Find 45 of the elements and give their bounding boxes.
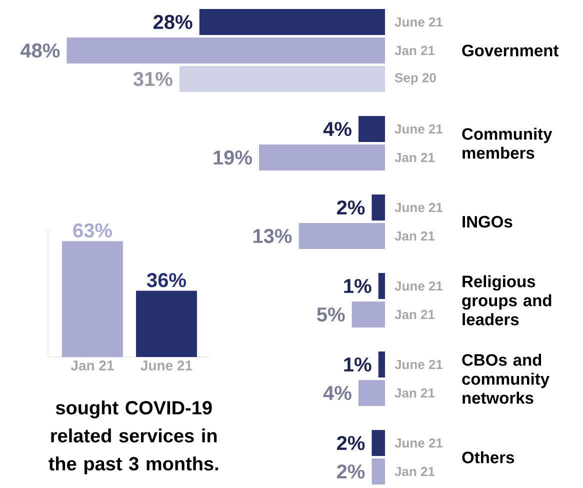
- bar: [179, 66, 385, 92]
- y-tick-label: Government: [462, 44, 559, 56]
- data-label: 2%: [336, 464, 365, 479]
- data-label: 63%: [73, 223, 112, 238]
- text: Jan 21: [394, 310, 435, 320]
- bar: [352, 302, 385, 328]
- bar: [372, 194, 385, 221]
- bar: [259, 144, 385, 171]
- y-tick-label: Religious groups and leaders: [462, 275, 552, 326]
- text: June 21: [394, 202, 443, 212]
- data-label: 2%: [336, 200, 365, 215]
- data-label: 1%: [344, 278, 372, 294]
- data-label: 4%: [323, 122, 352, 136]
- data-label: 19%: [214, 150, 252, 165]
- series-label: Sep 20: [394, 73, 436, 85]
- bar: [358, 380, 385, 406]
- series-label: Jan 21: [394, 46, 435, 56]
- data-label: 1%: [344, 357, 372, 372]
- series-label: June 21: [394, 17, 443, 27]
- text: Jan 21: [394, 466, 435, 476]
- text: June 21: [394, 281, 443, 291]
- bar: [378, 352, 385, 378]
- text: Jan 21: [394, 388, 435, 398]
- bar: [378, 273, 385, 300]
- text: June 21: [394, 438, 443, 448]
- data-label: 13%: [254, 228, 292, 244]
- y-tick-label: INGOs: [462, 216, 512, 228]
- data-label: 28%: [153, 14, 192, 30]
- text: Jan 21: [394, 152, 435, 162]
- bar: [372, 430, 385, 456]
- data-label: 5%: [317, 307, 345, 322]
- annotation: sought COVID-19 related services in the past 3 months.: [48, 400, 218, 474]
- data-label: 48%: [20, 43, 60, 58]
- y-tick-label: Community members: [462, 128, 552, 159]
- text: Jan 21: [394, 231, 435, 241]
- data-label: 2%: [336, 436, 365, 450]
- bar: [298, 223, 385, 250]
- y-tick-label: Others: [462, 451, 514, 464]
- data-label: 4%: [323, 386, 352, 400]
- text: June 21: [394, 124, 443, 134]
- y-tick-label: CBOs and community networks: [462, 354, 550, 404]
- data-label: 31%: [133, 72, 172, 86]
- bar: [358, 116, 385, 142]
- data-label: 36%: [146, 273, 186, 288]
- bar: [372, 458, 385, 485]
